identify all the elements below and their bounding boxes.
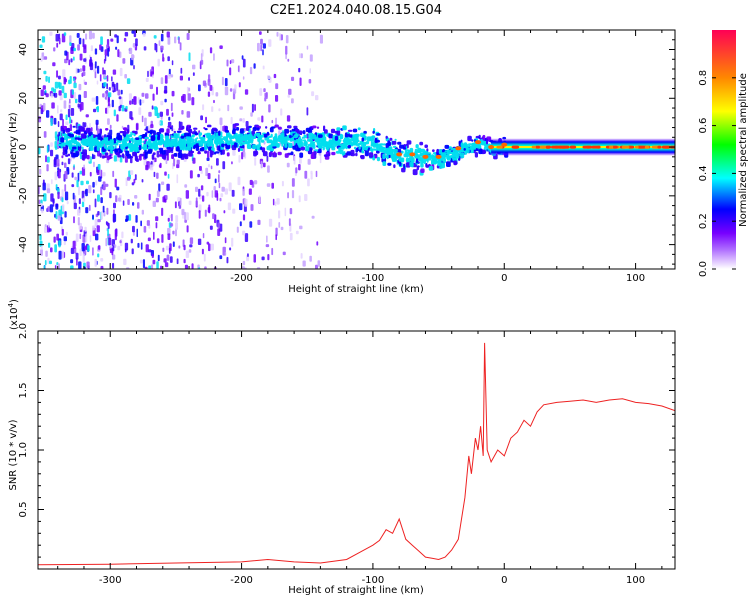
spectrogram-x-tick-label: -200 <box>230 273 253 284</box>
snr-y-axis-label: SNR (10 * v/v) <box>8 419 19 490</box>
colorbar-gradient <box>712 30 736 269</box>
spectrogram-heatmap <box>38 30 675 269</box>
spectrogram-y-tick-label: 40 <box>18 43 29 56</box>
spectrogram-x-tick-label: 0 <box>501 273 507 284</box>
colorbar-tick-label: 0.0 <box>698 261 709 277</box>
snr-x-tick-label: -100 <box>362 575 385 586</box>
spectrogram-y-tick-label: -40 <box>18 236 29 252</box>
colorbar-label: Normalized spectral amplitude <box>738 73 749 227</box>
spectrogram-y-tick-label: -20 <box>18 188 29 204</box>
colorbar-tick-label: 0.4 <box>698 165 709 181</box>
snr-y-tick-label: 1.5 <box>18 383 29 399</box>
snr-y-tick-label: 0.5 <box>18 502 29 518</box>
spectrogram-frame <box>37 29 676 270</box>
colorbar-tick-label: 0.8 <box>698 70 709 86</box>
spectrogram-x-tick-label: -100 <box>362 273 385 284</box>
snr-y-tick-label: 2.0 <box>18 323 29 339</box>
snr-ticks: -300 -200 -100 0 100 0.5 1.0 1.5 2.0 <box>18 323 675 586</box>
snr-y-scale-note: (x104) <box>7 299 20 330</box>
snr-y-tick-label: 1.0 <box>18 442 29 458</box>
colorbar-tick-label: 0.2 <box>698 213 709 229</box>
spectrogram-y-tick-label: 20 <box>18 92 29 105</box>
colorbar-tick-label: 0.6 <box>698 118 709 134</box>
chart-title: C2E1.2024.040.08.15.G04 <box>270 3 442 18</box>
snr-y-scale-prefix: (x10 <box>9 307 20 330</box>
snr-x-tick-label: -300 <box>99 575 122 586</box>
snr-plot-area <box>38 331 675 569</box>
snr-x-axis-label: Height of straight line (km) <box>288 585 424 596</box>
snr-x-tick-label: -200 <box>230 575 253 586</box>
spectrogram-y-tick-label: 0 <box>18 144 29 150</box>
spectrogram-y-axis-label: Frequency (Hz) <box>8 112 19 188</box>
colorbar-ticks: 0.0 0.2 0.4 0.6 0.8 <box>698 70 736 277</box>
spectrogram-x-axis-label: Height of straight line (km) <box>288 284 424 295</box>
spectrogram-x-tick-label: 100 <box>626 273 645 284</box>
snr-panel: -300 -200 -100 0 100 0.5 1.0 1.5 2.0 Height of s… <box>7 299 676 596</box>
snr-y-scale-exponent: 4 <box>7 302 15 307</box>
snr-x-tick-label: 0 <box>501 575 507 586</box>
snr-series-line <box>38 342 675 566</box>
snr-y-scale-suffix: ) <box>9 299 20 303</box>
colorbar: 0.0 0.2 0.4 0.6 0.8 Normalized spectral ampl… <box>698 30 749 277</box>
snr-x-tick-label: 100 <box>626 575 645 586</box>
spectrogram-x-tick-label: -300 <box>99 273 122 284</box>
